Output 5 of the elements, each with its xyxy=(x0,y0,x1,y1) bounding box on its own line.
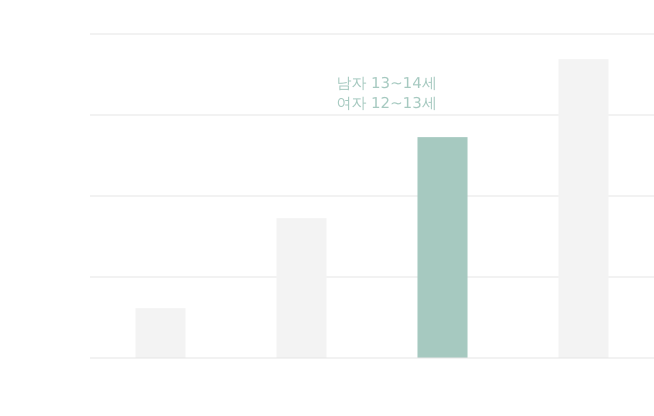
bar xyxy=(135,308,186,358)
bar xyxy=(276,218,327,358)
bar xyxy=(558,59,609,358)
bar xyxy=(417,137,468,358)
annotation: 남자 13~14세 여자 12~13세 xyxy=(336,74,437,112)
